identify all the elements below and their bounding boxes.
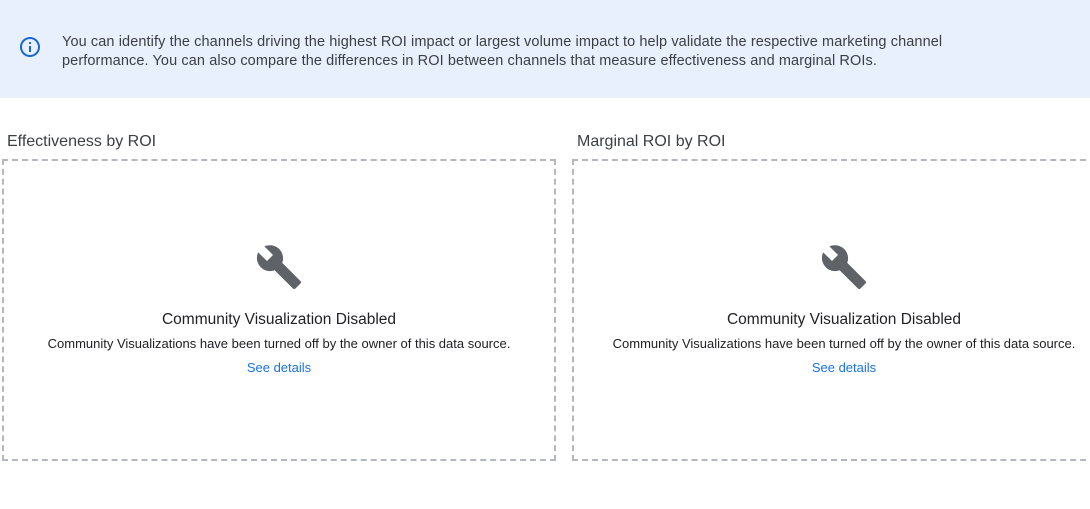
banner-message: You can identify the channels driving th… — [62, 33, 942, 71]
see-details-link[interactable]: See details — [246, 360, 312, 375]
viz-disabled-heading: Community Visualization Disabled — [726, 311, 962, 328]
wrench-icon — [255, 243, 303, 291]
section-marginal-roi-by-roi: Marginal ROI by ROI Community Visualizat… — [572, 131, 1090, 461]
info-banner: You can identify the channels driving th… — [0, 0, 1090, 98]
viz-placeholder-effectiveness: Community Visualization Disabled Communi… — [2, 159, 556, 461]
viz-disabled-description: Community Visualizations have been turne… — [612, 336, 1076, 351]
chart-title-effectiveness: Effectiveness by ROI — [7, 133, 157, 150]
banner-line-1: You can identify the channels driving th… — [62, 34, 943, 50]
section-effectiveness-by-roi: Effectiveness by ROI Community Visualiza… — [2, 131, 556, 461]
chart-title-marginal-roi: Marginal ROI by ROI — [577, 133, 726, 150]
info-icon — [18, 35, 42, 59]
banner-line-2: performance. You can also compare the di… — [62, 53, 877, 69]
see-details-link[interactable]: See details — [811, 360, 877, 375]
viz-disabled-heading: Community Visualization Disabled — [161, 311, 397, 328]
viz-disabled-description: Community Visualizations have been turne… — [47, 336, 511, 351]
viz-placeholder-marginal-roi: Community Visualization Disabled Communi… — [572, 159, 1090, 461]
wrench-icon — [820, 243, 868, 291]
